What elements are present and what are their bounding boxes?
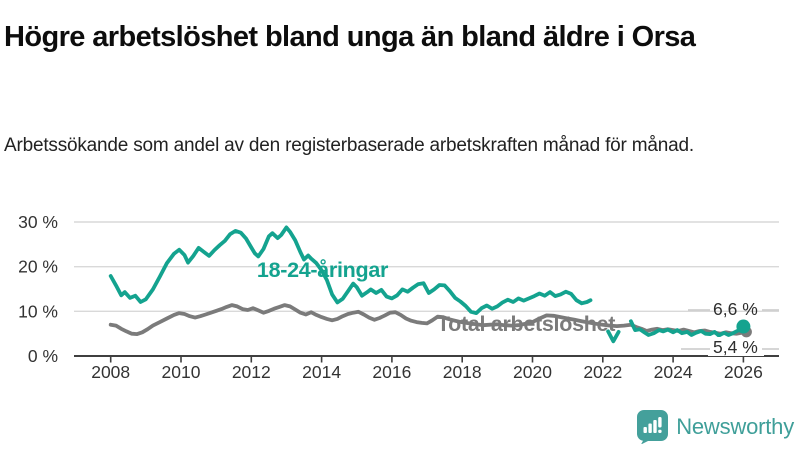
end-value-label: 6,6 % (713, 299, 758, 319)
series-label-young: 18-24-åringar (257, 258, 389, 282)
chart-subtitle: Arbetssökande som andel av den registerb… (4, 135, 694, 156)
series-line-total (108, 303, 746, 337)
x-tick-label: 2012 (232, 362, 271, 382)
x-tick-label: 2016 (372, 362, 411, 382)
brand-name: Newsworthy (676, 414, 794, 439)
end-value-label: 5,4 % (713, 337, 758, 357)
series-line-young (629, 319, 746, 338)
x-tick-label: 2010 (162, 362, 201, 382)
label-backdrop (708, 337, 764, 356)
newsworthy-logo: Newsworthy (637, 410, 794, 444)
series-line-young (606, 329, 621, 344)
series-label-total: Total arbetslöshet (437, 312, 615, 336)
x-tick-label: 2018 (443, 362, 482, 382)
y-tick-label: 20 % (18, 257, 58, 277)
end-dot-young (736, 319, 751, 334)
bar-chart-speech-bubble-icon (637, 410, 669, 444)
x-tick-label: 2008 (91, 362, 130, 382)
x-tick-label: 2014 (302, 362, 341, 382)
y-tick-label: 30 % (18, 212, 58, 232)
chart-canvas: 2008 2010 2012 2014 2016 2018 2020 2022 2024 2026… (18, 212, 779, 382)
x-tick-label: 2026 (724, 362, 763, 382)
series-line-young (108, 225, 593, 315)
page-title: Högre arbetslöshet bland unga än bland ä… (4, 21, 696, 54)
chart-area: 2008 2010 2012 2014 2016 2018 2020 2022 2024 2026… (0, 190, 800, 400)
x-tick-label: 2024 (654, 362, 693, 382)
y-tick-label: 10 % (18, 301, 58, 321)
x-tick-label: 2020 (513, 362, 552, 382)
y-tick-label: 0 % (28, 346, 58, 366)
x-tick-label: 2022 (583, 362, 622, 382)
